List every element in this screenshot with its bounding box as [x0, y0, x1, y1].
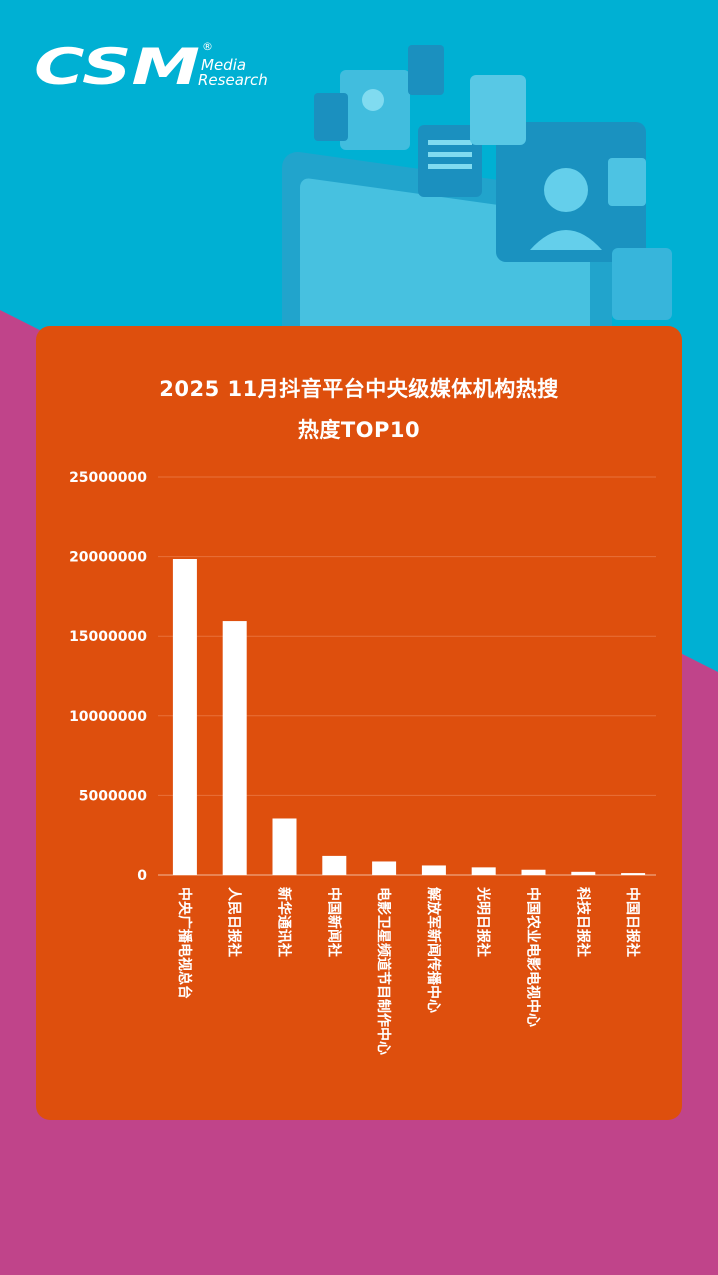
bar: [571, 871, 596, 875]
bar: [521, 869, 546, 875]
x-tick-label: 解放军新闻传播中心: [425, 887, 442, 1013]
bar: [372, 861, 397, 875]
chart-title: 2025 11月抖音平台中央级媒体机构热搜: [159, 377, 559, 401]
y-tick-label: 0: [137, 868, 147, 884]
bar: [421, 865, 446, 875]
x-tick-label: 中国新闻社: [325, 887, 342, 957]
csm-logo: CSM ® Media Research: [34, 38, 268, 94]
logo-sub-research: Research: [198, 71, 268, 89]
x-tick-label: 新华通讯社: [276, 887, 293, 957]
y-tick-label: 25000000: [69, 470, 147, 486]
x-tick-label: 科技日报社: [574, 887, 591, 957]
bar: [322, 855, 347, 875]
y-tick-label: 20000000: [69, 550, 147, 566]
chart-subtitle: 热度TOP10: [297, 418, 421, 442]
logo-mark: ®: [202, 40, 213, 53]
x-tick-label: 中国日报社: [624, 887, 641, 957]
y-tick-label: 10000000: [69, 709, 147, 725]
y-tick-label: 15000000: [69, 629, 147, 645]
bar: [621, 873, 646, 875]
y-tick-label: 5000000: [79, 788, 147, 804]
chart-card: [36, 326, 682, 1120]
x-tick-label: 人民日报社: [226, 887, 243, 957]
x-tick-label: 电影卫星频道节目制作中心: [375, 887, 392, 1055]
bar: [172, 558, 197, 875]
bar: [272, 818, 297, 875]
logo-main-text: CSM: [34, 38, 200, 94]
x-tick-label: 光明日报社: [475, 886, 492, 957]
logo-sub-media: Media: [201, 56, 246, 74]
bar: [471, 867, 496, 875]
x-tick-label: 中央广播电视总台: [176, 887, 193, 999]
x-tick-label: 中国农业电影电视中心: [525, 887, 542, 1027]
bar: [222, 621, 247, 875]
